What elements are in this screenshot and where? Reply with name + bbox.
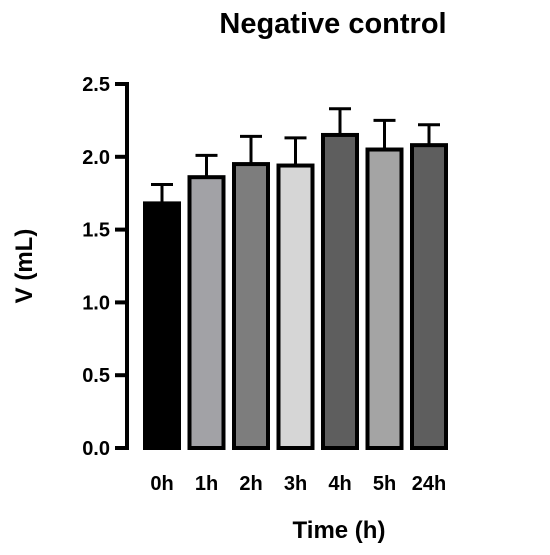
x-tick-label-2h: 2h xyxy=(239,473,262,495)
y-tick-label-3: 1.5 xyxy=(82,220,110,242)
plot-area: 0h 1h 2h 3h 4h 5h 24h 0.0 0.5 1.0 1.5 2.0 2.5 xyxy=(82,74,448,495)
y-tick-label-1: 0.5 xyxy=(82,365,110,387)
y-tick-label-0: 0.0 xyxy=(82,438,110,460)
bar-24h xyxy=(410,143,448,450)
y-tick-label-2: 1.0 xyxy=(82,292,110,314)
bar-1h xyxy=(187,175,226,451)
y-axis-label: V (mL) xyxy=(11,229,38,304)
x-axis-label: Time (h) xyxy=(293,517,386,544)
chart-title: Negative control xyxy=(219,8,446,40)
y-tick-label-4: 2.0 xyxy=(82,147,110,169)
x-tick-label-24h: 24h xyxy=(412,473,446,495)
bar-4h xyxy=(321,132,359,451)
x-tick-label-3h: 3h xyxy=(284,473,307,495)
x-tick-label-0h: 0h xyxy=(150,473,173,495)
x-tick-label-4h: 4h xyxy=(328,473,351,495)
y-tick-label-5: 2.5 xyxy=(82,74,110,96)
bar-2h xyxy=(232,162,270,451)
bar-3h xyxy=(276,163,315,450)
bar-5h xyxy=(365,147,404,451)
x-tick-label-5h: 5h xyxy=(373,473,396,495)
bar-0h xyxy=(143,201,181,450)
x-tick-label-1h: 1h xyxy=(195,473,218,495)
